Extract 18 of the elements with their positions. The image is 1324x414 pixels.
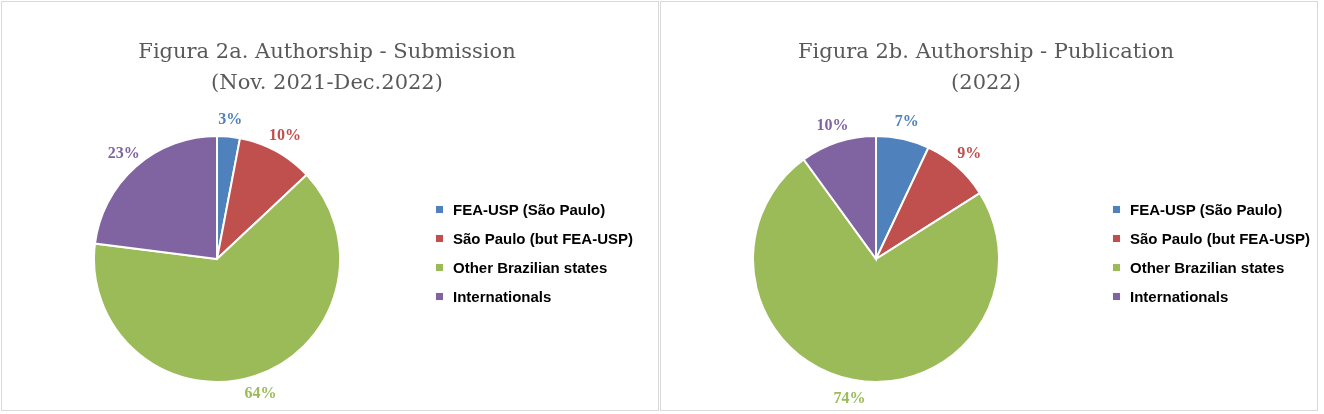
data-label: 23% bbox=[107, 144, 140, 162]
legend-label: Internationals bbox=[453, 287, 552, 305]
legend-label: Other Brazilian states bbox=[1130, 258, 1285, 276]
data-label: 10% bbox=[268, 126, 301, 144]
legend-label: Internationals bbox=[1130, 287, 1229, 305]
data-label: 3% bbox=[218, 109, 243, 127]
legend-label: São Paulo (but FEA-USP) bbox=[453, 229, 633, 247]
data-label: 64% bbox=[244, 384, 277, 402]
legend-label: Other Brazilian states bbox=[453, 258, 608, 276]
legend-label: São Paulo (but FEA-USP) bbox=[1130, 229, 1310, 247]
chart-title: Figura 2b. Authorship - Publication (2022) bbox=[797, 39, 1175, 94]
legend-label: FEA-USP (São Paulo) bbox=[453, 200, 606, 218]
data-label: 9% bbox=[957, 144, 982, 162]
data-label: 7% bbox=[894, 112, 919, 130]
data-label: 10% bbox=[816, 115, 849, 133]
legend-label: FEA-USP (São Paulo) bbox=[1130, 200, 1283, 218]
chart-title: Figura 2a. Authorship - Submission (Nov. 2021-Dec.2022) bbox=[138, 39, 516, 94]
data-label: 74% bbox=[833, 388, 866, 406]
